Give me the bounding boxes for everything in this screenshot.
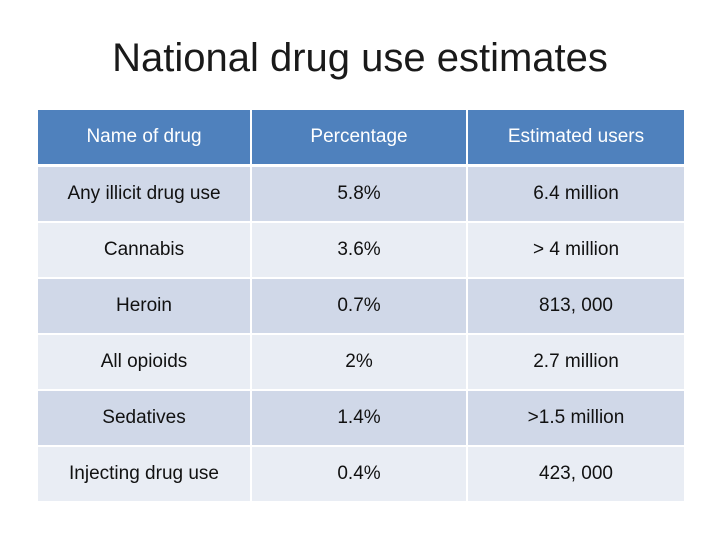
table-row: Injecting drug use 0.4% 423, 000 — [36, 445, 686, 503]
percentage-cell: 5.8% — [250, 164, 468, 223]
users-cell: > 4 million — [466, 221, 686, 279]
percentage-cell: 1.4% — [250, 389, 468, 447]
header-percentage: Percentage — [250, 108, 468, 167]
users-cell: >1.5 million — [466, 389, 686, 447]
slide-title: National drug use estimates — [112, 36, 608, 80]
percentage-cell: 0.7% — [250, 277, 468, 335]
table-row: Heroin 0.7% 813, 000 — [36, 277, 686, 335]
header-estimated-users: Estimated users — [466, 108, 686, 167]
percentage-cell: 3.6% — [250, 221, 468, 279]
drug-name-cell: All opioids — [36, 333, 252, 391]
table-row: Sedatives 1.4% >1.5 million — [36, 389, 686, 447]
users-cell: 2.7 million — [466, 333, 686, 391]
percentage-cell: 0.4% — [250, 445, 468, 503]
header-name-of-drug: Name of drug — [36, 108, 252, 167]
table-row: Any illicit drug use 5.8% 6.4 million — [36, 164, 686, 223]
table-row: All opioids 2% 2.7 million — [36, 333, 686, 391]
users-cell: 423, 000 — [466, 445, 686, 503]
table-row: Cannabis 3.6% > 4 million — [36, 221, 686, 279]
percentage-cell: 2% — [250, 333, 468, 391]
users-cell: 6.4 million — [466, 164, 686, 223]
drug-name-cell: Injecting drug use — [36, 445, 252, 503]
drug-name-cell: Any illicit drug use — [36, 164, 252, 223]
drug-use-table: Name of drug Percentage Estimated users … — [36, 108, 686, 503]
drug-name-cell: Sedatives — [36, 389, 252, 447]
users-cell: 813, 000 — [466, 277, 686, 335]
table-header-row: Name of drug Percentage Estimated users — [36, 108, 686, 167]
drug-name-cell: Heroin — [36, 277, 252, 335]
drug-name-cell: Cannabis — [36, 221, 252, 279]
